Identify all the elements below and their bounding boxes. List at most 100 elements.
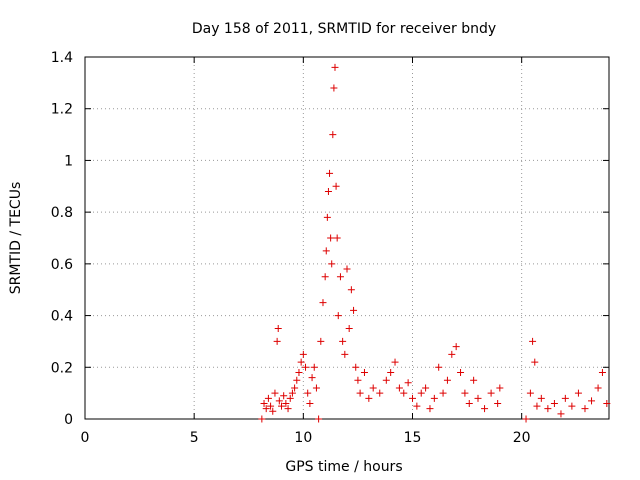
data-point xyxy=(598,368,606,376)
data-point xyxy=(302,363,310,371)
y-tick-label: 1.4 xyxy=(51,50,73,66)
data-point xyxy=(494,399,502,407)
data-point xyxy=(395,384,403,392)
data-point xyxy=(323,213,331,221)
data-point xyxy=(322,247,330,255)
data-point xyxy=(561,394,569,402)
data-point xyxy=(439,389,447,397)
data-point xyxy=(345,325,353,332)
data-point xyxy=(487,389,495,397)
data-point xyxy=(448,350,456,358)
data-point xyxy=(443,376,451,384)
data-point xyxy=(457,368,465,376)
data-point xyxy=(275,397,283,405)
chart-title: Day 158 of 2011, SRMTID for receiver bnd… xyxy=(192,21,496,37)
data-point xyxy=(334,312,342,320)
data-point xyxy=(341,350,349,358)
data-point xyxy=(369,384,377,392)
data-point xyxy=(288,389,296,397)
axis-ticks: 0 5 10 15 20 0 0.2 0.4 0.6 0.8 1 1.2 1.4 xyxy=(51,50,609,446)
data-point xyxy=(319,299,327,307)
data-point xyxy=(588,397,596,405)
data-point xyxy=(417,389,425,397)
data-point xyxy=(331,63,339,71)
x-tick-label: 5 xyxy=(190,430,199,446)
data-point xyxy=(336,273,344,281)
data-point xyxy=(282,399,290,407)
data-point xyxy=(274,325,282,332)
data-point xyxy=(330,84,338,92)
data-point xyxy=(258,415,266,423)
data-point xyxy=(312,384,320,392)
data-point xyxy=(269,407,277,415)
y-tick-label: 0.8 xyxy=(51,205,73,221)
data-point xyxy=(400,389,408,397)
data-point xyxy=(461,389,469,397)
data-point xyxy=(343,265,351,273)
data-point xyxy=(308,374,316,382)
data-point xyxy=(321,273,329,281)
data-point xyxy=(310,363,318,371)
y-tick-label: 0.2 xyxy=(51,360,73,376)
data-point xyxy=(603,399,611,407)
data-point xyxy=(387,368,395,376)
y-tick-label: 0.4 xyxy=(51,309,73,325)
data-point xyxy=(273,337,281,345)
data-point xyxy=(422,384,430,392)
data-point xyxy=(526,389,534,397)
data-point xyxy=(280,392,288,400)
data-point xyxy=(391,358,399,366)
x-tick-label: 10 xyxy=(294,430,312,446)
data-point xyxy=(574,389,582,397)
data-point xyxy=(326,169,334,177)
y-tick-label: 0 xyxy=(64,412,73,428)
y-tick-label: 1 xyxy=(64,153,73,169)
y-tick-label: 1.2 xyxy=(51,102,73,118)
data-point xyxy=(352,363,360,371)
data-point xyxy=(267,402,275,410)
data-point xyxy=(315,415,323,423)
data-point xyxy=(465,399,473,407)
data-point xyxy=(522,415,530,423)
data-point xyxy=(304,389,312,397)
data-point xyxy=(550,399,558,407)
data-point xyxy=(306,399,314,407)
data-point xyxy=(544,405,552,413)
data-point xyxy=(299,350,307,358)
data-point xyxy=(531,358,539,366)
data-point xyxy=(293,376,301,384)
data-point xyxy=(347,286,355,294)
data-point xyxy=(413,402,421,410)
data-point xyxy=(350,306,358,314)
data-point xyxy=(365,394,373,402)
data-point xyxy=(376,389,384,397)
data-point xyxy=(529,337,537,345)
x-tick-label: 15 xyxy=(404,430,422,446)
data-point xyxy=(481,405,489,413)
data-points xyxy=(258,63,611,423)
data-point xyxy=(295,368,303,376)
data-point xyxy=(264,394,272,402)
data-point xyxy=(324,187,332,195)
data-point xyxy=(557,410,565,418)
data-point xyxy=(286,394,294,402)
data-point xyxy=(533,402,541,410)
data-point xyxy=(568,402,576,410)
data-point xyxy=(356,389,364,397)
data-point xyxy=(435,363,443,371)
data-point xyxy=(297,358,305,366)
grid-lines xyxy=(85,57,609,419)
data-point xyxy=(327,234,335,242)
data-point xyxy=(262,405,270,413)
data-point xyxy=(409,394,416,402)
data-point xyxy=(328,260,336,268)
x-axis-label: GPS time / hours xyxy=(285,459,402,475)
data-point xyxy=(284,405,292,413)
data-point xyxy=(594,384,602,392)
data-point xyxy=(271,389,279,397)
data-point xyxy=(329,131,337,139)
data-point xyxy=(360,368,368,376)
data-point xyxy=(470,376,478,384)
